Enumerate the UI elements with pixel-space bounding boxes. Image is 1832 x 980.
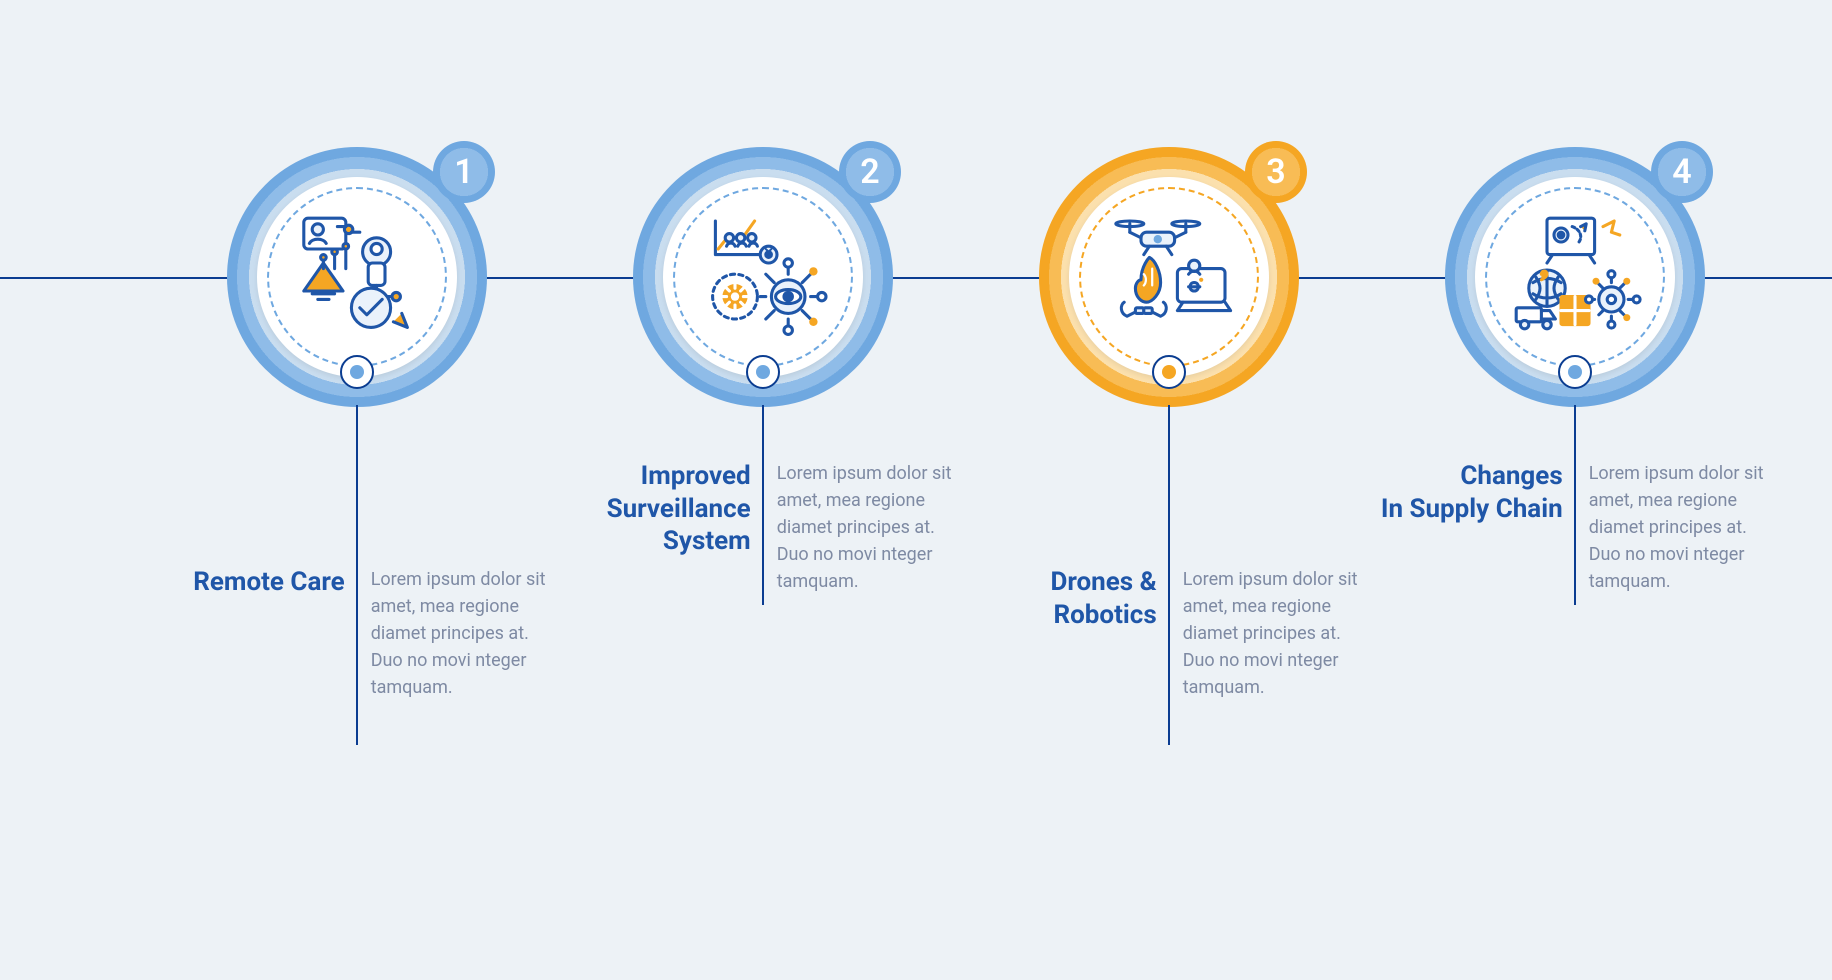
step-text: Changes In Supply ChainLorem ipsum dolor… bbox=[1370, 460, 1780, 595]
step-4: 4Changes In Supply ChainLorem ipsum dolo… bbox=[1370, 147, 1780, 407]
step-body: Lorem ipsum dolor sit amet, mea regione … bbox=[1589, 460, 1780, 595]
step-2: 2Improved Surveillance SystemLorem ipsum… bbox=[558, 147, 968, 407]
step-number-badge: 4 bbox=[1651, 141, 1713, 203]
infographic-canvas: 1Remote CareLorem ipsum dolor sit amet, … bbox=[0, 0, 1832, 980]
step-body: Lorem ipsum dolor sit amet, mea regione … bbox=[777, 460, 968, 595]
step-number-badge: 1 bbox=[433, 141, 495, 203]
step-3: 3Drones & RoboticsLorem ipsum dolor sit … bbox=[964, 147, 1374, 407]
step-title: Remote Care bbox=[152, 566, 345, 701]
pivot-dot-fill bbox=[756, 365, 770, 379]
step-title: Changes In Supply Chain bbox=[1370, 460, 1563, 595]
step-number-badge: 2 bbox=[839, 141, 901, 203]
step-body: Lorem ipsum dolor sit amet, mea regione … bbox=[371, 566, 562, 701]
step-body: Lorem ipsum dolor sit amet, mea regione … bbox=[1183, 566, 1374, 701]
step-title: Drones & Robotics bbox=[964, 566, 1157, 701]
step-text: Remote CareLorem ipsum dolor sit amet, m… bbox=[152, 566, 562, 701]
step-title: Improved Surveillance System bbox=[558, 460, 751, 595]
step-1: 1Remote CareLorem ipsum dolor sit amet, … bbox=[152, 147, 562, 407]
pivot-dot-fill bbox=[1162, 365, 1176, 379]
step-number-badge: 3 bbox=[1245, 141, 1307, 203]
step-text: Drones & RoboticsLorem ipsum dolor sit a… bbox=[964, 566, 1374, 701]
pivot-dot-fill bbox=[350, 365, 364, 379]
pivot-dot-fill bbox=[1568, 365, 1582, 379]
step-text: Improved Surveillance SystemLorem ipsum … bbox=[558, 460, 968, 595]
